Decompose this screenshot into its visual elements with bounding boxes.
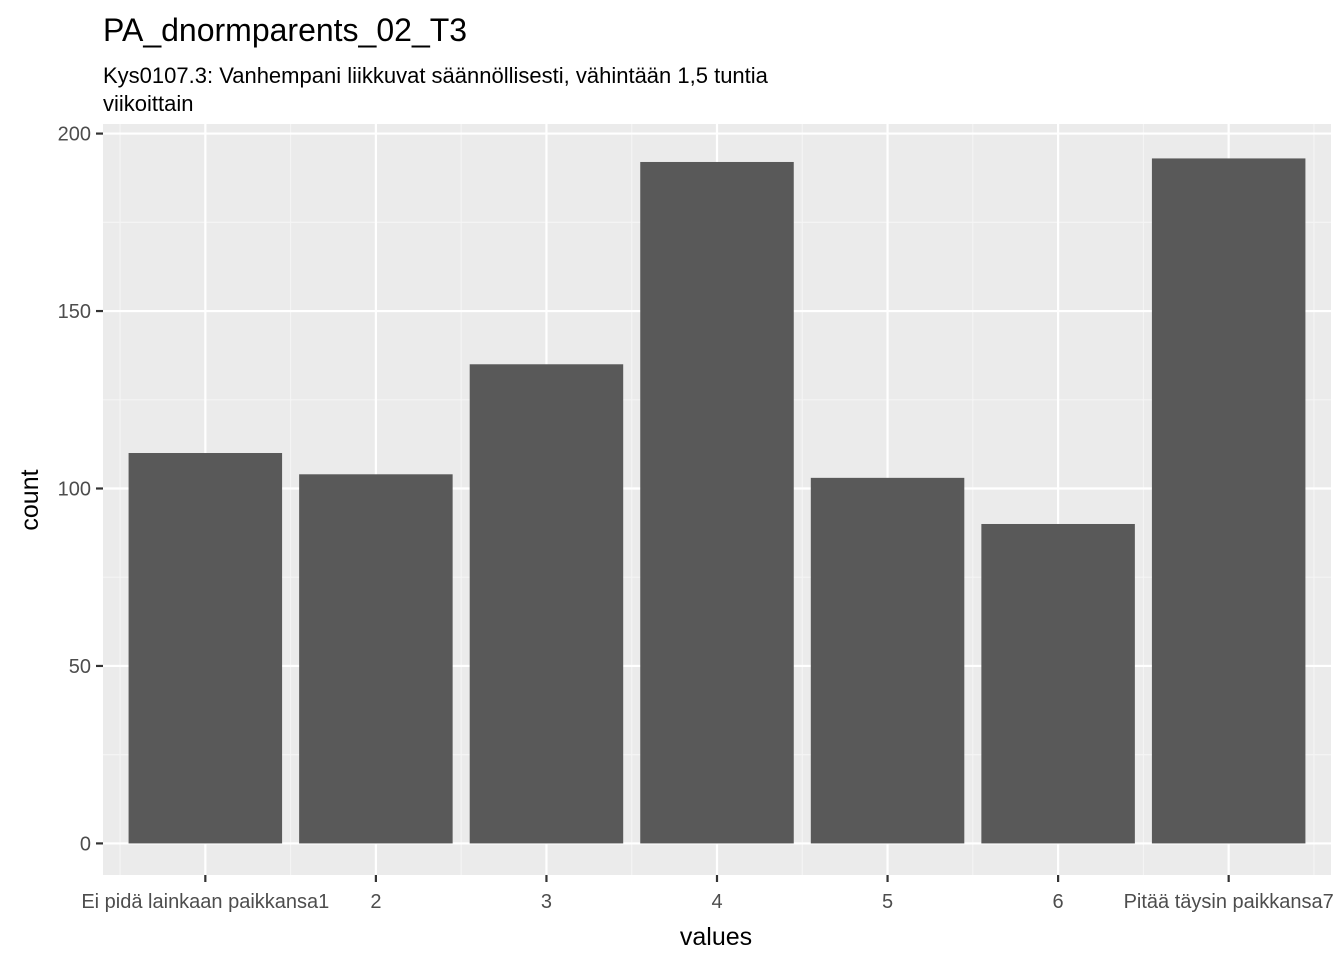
y-tick-label: 50 — [69, 656, 91, 678]
x-tick-label: 4 — [711, 891, 722, 913]
y-tick-label: 100 — [58, 478, 91, 500]
x-tick-label: Ei pidä lainkaan paikkansa1 — [81, 891, 329, 913]
bar-6 — [981, 523, 1135, 844]
x-tick-label: Pitää täysin paikkansa7 — [1124, 891, 1334, 913]
y-tick-label: 200 — [58, 124, 91, 146]
bars — [128, 158, 1306, 844]
chart-subtitle-line-2: viikoittain — [103, 91, 193, 116]
bar-7 — [1151, 158, 1306, 844]
y-tick-label: 0 — [80, 833, 91, 855]
chart-subtitle-line-1: Kys0107.3: Vanhempani liikkuvat säännöll… — [103, 63, 769, 88]
y-tick-label: 150 — [58, 301, 91, 323]
x-tick-label: 2 — [370, 891, 381, 913]
y-axis-title: count — [16, 469, 44, 530]
x-axis: Ei pidä lainkaan paikkansa1 2 3 4 5 6 Pitää tä… — [81, 875, 1334, 913]
x-axis-title: values — [680, 923, 752, 951]
bar-1 — [128, 453, 283, 844]
x-tick-label: 3 — [541, 891, 552, 913]
x-tick-label: 6 — [1053, 891, 1064, 913]
bar-3 — [469, 364, 624, 844]
y-axis: 0 50 100 150 200 — [58, 124, 103, 855]
bar-2 — [299, 474, 453, 844]
bar-5 — [810, 477, 965, 844]
x-tick-label: 5 — [882, 891, 893, 913]
bar-4 — [640, 161, 794, 844]
chart-title: PA_dnormparents_02_T3 — [103, 12, 467, 48]
